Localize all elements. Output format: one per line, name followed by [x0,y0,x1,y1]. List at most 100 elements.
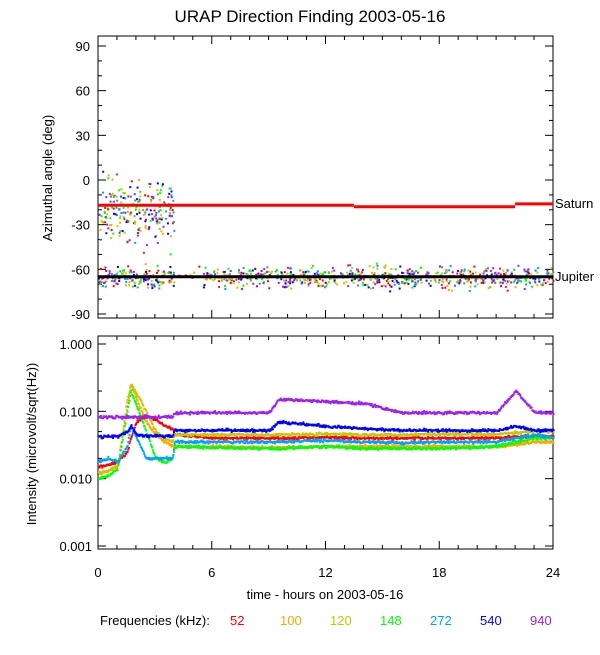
azimuth-point [483,270,485,272]
azimuth-point [362,282,364,284]
azimuth-point [230,270,232,272]
azimuth-point [120,196,122,198]
azimuth-point [284,271,286,273]
azimuth-point [105,286,107,288]
azimuth-point [110,196,112,198]
azimuth-point [170,190,172,192]
azimuth-point [159,199,161,201]
azimuth-point [395,268,397,270]
azimuth-point [128,284,130,286]
azimuth-point [145,279,147,281]
azimuth-point [283,280,285,282]
azimuth-point [125,281,127,283]
azimuth-point [143,278,145,280]
azimuth-point [520,281,522,283]
azimuth-point [523,269,525,271]
intensity-point [172,441,174,443]
azimuth-point [331,271,333,273]
azimuth-point [119,270,121,272]
azimuth-point [119,215,121,217]
azimuth-point [449,280,451,282]
azimuth-point [143,280,145,282]
azimuth-point [140,218,142,220]
azimuth-point [119,230,121,232]
azimuth-point [131,180,133,182]
intensity-point [344,438,346,440]
azimuth-point [115,282,117,284]
azimuth-point [293,279,295,281]
azimuth-point [301,283,303,285]
azimuth-point [420,279,422,281]
azimuth-point [446,271,448,273]
intensity-point [172,454,174,456]
intensity-point [117,464,119,466]
azimuth-point [145,219,147,221]
azimuth-point [168,272,170,274]
azimuth-point [139,195,141,197]
azimuth-point [160,189,162,191]
intensity-point [107,456,109,458]
azimuth-point [100,268,102,270]
azimuth-point [160,230,162,232]
azimuth-point [535,270,537,272]
intensity-point [154,454,156,456]
azimuth-point [289,267,291,269]
azimuth-point [151,287,153,289]
azimuth-point [111,179,113,181]
azimuth-point [118,208,120,210]
intensity-point [129,427,131,429]
azimuth-point [124,212,126,214]
intensity-point [414,438,416,440]
azimuth-point [376,263,378,265]
azimuth-point [158,210,160,212]
azimuth-point [467,269,469,271]
azimuth-point [452,271,454,273]
azimuth-point [106,217,108,219]
y-tick-label: 90 [76,39,90,54]
intensity-point [136,437,138,439]
azimuth-point [351,267,353,269]
intensity-point [140,446,142,448]
azimuth-point [408,279,410,281]
azimuth-point [446,278,448,280]
azimuth-point [430,285,432,287]
azimuth-point [346,272,348,274]
intensity-point [172,436,174,438]
azimuth-point [534,281,536,283]
azimuth-point [170,207,172,209]
azimuth-point [513,269,515,271]
intensity-point [131,384,133,386]
azimuth-point [223,271,225,273]
azimuth-point [282,286,284,288]
azimuth-point [123,271,125,273]
intensity-point [481,445,483,447]
azimuth-point [235,279,237,281]
azimuth-point [407,283,409,285]
azimuth-point [524,288,526,290]
azimuth-point [510,281,512,283]
azimuth-point [203,284,205,286]
azimuth-point [352,279,354,281]
intensity-point [215,435,217,437]
azimuth-point [502,278,504,280]
azimuth-point [218,280,220,282]
azimuth-point [252,270,254,272]
azimuth-point [426,280,428,282]
intensity-point [145,430,147,432]
azimuth-point [540,284,542,286]
azimuth-point [537,267,539,269]
azimuth-point [475,272,477,274]
intensity-point [122,439,124,441]
azimuth-point [227,268,229,270]
azimuth-point [156,189,158,191]
y-tick-label: 1.000 [59,337,92,352]
intensity-point [129,395,131,397]
azimuth-point [399,288,401,290]
azimuth-point [500,285,502,287]
intensity-point [128,437,130,439]
azimuth-point [112,233,114,235]
intensity-point [190,435,192,437]
azimuth-point [318,285,320,287]
azimuth-point [171,196,173,198]
azimuth-point [139,227,141,229]
